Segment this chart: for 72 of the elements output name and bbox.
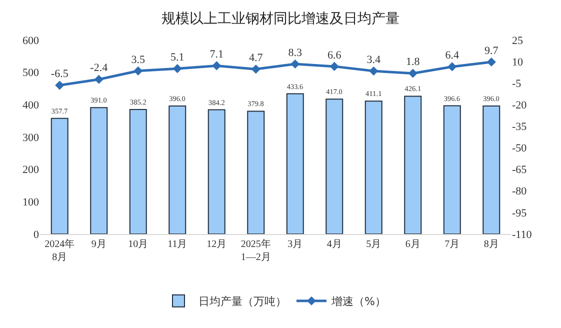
chart-title: 规模以上工业钢材同比增速及日均产量 <box>162 10 400 27</box>
data-label: -2.4 <box>90 62 108 74</box>
bar <box>247 110 265 234</box>
y2-tick-label: -35 <box>512 121 528 134</box>
point <box>172 64 182 74</box>
bar <box>364 100 382 234</box>
y2-tick-label: -50 <box>512 142 528 155</box>
data-label: 5.1 <box>170 51 184 64</box>
y2-tick-label: -110 <box>512 228 532 241</box>
point <box>408 68 418 78</box>
bar <box>286 93 304 234</box>
data-label: 4.7 <box>249 52 264 64</box>
x-tick-label: 6月 <box>405 239 420 250</box>
point <box>330 62 339 71</box>
x-tick-label: 9月 <box>91 239 106 250</box>
x-tick-label: 7月 <box>444 239 460 250</box>
y-tick-label: 600 <box>22 34 40 47</box>
bar <box>443 105 461 234</box>
x-tick-label: 8月 <box>484 239 499 250</box>
y2-tick-label: -95 <box>512 207 528 220</box>
bar <box>326 98 344 234</box>
data-label: 8.3 <box>288 46 303 59</box>
x-tick-label: 11月 <box>168 239 188 250</box>
y-tick-label: 200 <box>22 164 40 176</box>
point <box>134 66 143 76</box>
bar <box>50 118 68 234</box>
legend-label: 日均产量（万吨） <box>198 295 286 308</box>
x-tick-label: 3月 <box>288 239 303 250</box>
x-tick-label: 5月 <box>366 239 382 250</box>
bar <box>168 105 186 234</box>
y2-tick-label: -20 <box>512 100 528 112</box>
bar <box>129 108 147 234</box>
x-tick-label: 2025年 1—2月 <box>240 238 271 263</box>
point <box>486 57 496 67</box>
data-label: 1.8 <box>406 56 420 68</box>
y-tick-label: 100 <box>22 196 40 209</box>
data-label: -6.5 <box>50 68 69 80</box>
data-label: 385.2 <box>130 97 147 106</box>
data-label: 6.6 <box>328 49 342 62</box>
point <box>55 80 64 90</box>
point <box>94 74 104 84</box>
y-tick-label: 500 <box>22 67 40 80</box>
x-tick-label: 10月 <box>128 239 148 250</box>
data-label: 384.2 <box>208 98 226 107</box>
y2-tick-label: 10 <box>512 56 524 68</box>
point <box>448 62 457 72</box>
data-label: 6.4 <box>445 50 460 62</box>
y2-tick-label: -80 <box>512 186 528 198</box>
data-label: 3.5 <box>131 54 146 66</box>
y-tick-label: 300 <box>22 132 40 144</box>
bar <box>208 109 226 234</box>
data-label: 411.1 <box>365 89 382 98</box>
data-label: 9.7 <box>484 44 499 57</box>
y-tick-label: 400 <box>22 100 40 112</box>
point <box>212 61 222 70</box>
bar <box>404 96 422 234</box>
data-label: 3.4 <box>366 54 382 66</box>
point <box>290 59 300 69</box>
legend-label: 增速（%） <box>330 295 386 308</box>
bar <box>482 105 500 234</box>
y2-tick-label: 25 <box>512 34 524 47</box>
data-label: 7.1 <box>210 48 224 61</box>
y2-tick-label: -65 <box>512 164 528 176</box>
bar <box>90 107 108 234</box>
x-tick-label: 2024年 8月 <box>44 238 75 263</box>
x-tick-label: 4月 <box>326 239 342 250</box>
y-tick-label: 0 <box>34 228 40 241</box>
y2-tick-label: -5 <box>512 78 522 90</box>
point <box>369 66 378 76</box>
point <box>251 64 260 74</box>
data-label: 426.1 <box>404 84 422 94</box>
x-tick-label: 12月 <box>206 239 227 250</box>
